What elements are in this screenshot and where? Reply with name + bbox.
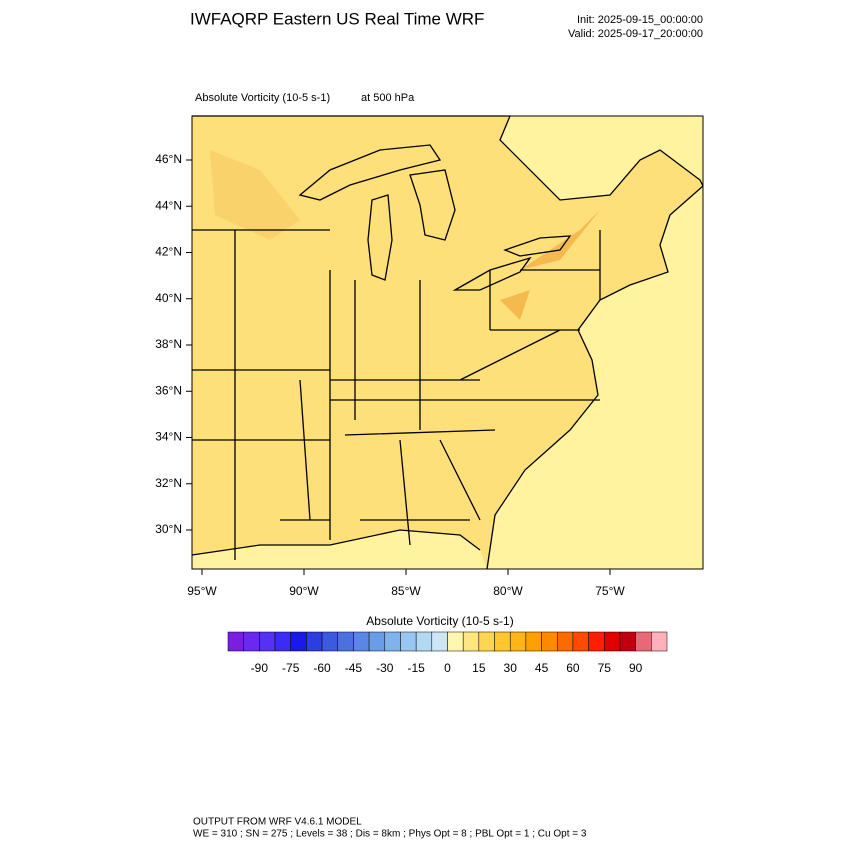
lat-label: 34°N	[155, 430, 182, 444]
shade	[210, 150, 300, 240]
colorbar-box	[431, 631, 448, 652]
lake-superior	[298, 144, 442, 201]
colorbar-tick-label: 75	[598, 661, 612, 675]
colorbar-box	[478, 631, 495, 652]
lon-label: 80°W	[493, 584, 523, 598]
colorbar-box	[368, 631, 386, 652]
colorbar-title: Absolute Vorticity (10-5 s-1)	[366, 614, 513, 628]
colorbar-box	[227, 631, 244, 652]
colorbar-box	[572, 631, 589, 652]
colorbar-tick-label: 30	[504, 661, 518, 675]
colorbar-box	[635, 631, 652, 652]
colorbar-box	[557, 631, 574, 652]
colorbar-tick-label: 90	[629, 661, 643, 675]
footer-line: OUTPUT FROM WRF V4.6.1 MODEL	[193, 817, 362, 828]
lat-label: 38°N	[155, 337, 182, 351]
map-frame	[191, 115, 704, 570]
map	[191, 115, 704, 570]
colorbar-box	[604, 631, 621, 652]
lat-label: 32°N	[155, 476, 182, 490]
colorbar-box	[541, 631, 558, 652]
lon-label: 90°W	[289, 584, 319, 598]
lake-michigan	[367, 194, 393, 281]
colorbar-box	[274, 631, 291, 652]
level-label: at 500 hPa	[361, 92, 415, 104]
colorbar-tick-label: -60	[313, 661, 331, 675]
footer-line: WE = 310 ; SN = 275 ; Levels = 38 ; Dis …	[193, 829, 587, 840]
colorbar-box	[462, 631, 480, 652]
lat-label: 46°N	[155, 152, 182, 166]
colorbar-box	[384, 631, 401, 652]
colorbar-box	[651, 631, 668, 652]
colorbar-box	[494, 631, 511, 652]
lon-label: 95°W	[187, 584, 217, 598]
colorbar-tick-label: 45	[535, 661, 549, 675]
colorbar-tick-label: -15	[407, 661, 425, 675]
colorbar-box	[619, 631, 636, 652]
lat-label: 42°N	[155, 245, 182, 259]
state-borders	[192, 229, 601, 560]
colorbar-tick-label: 0	[444, 661, 451, 675]
colorbar-tick-label: -90	[251, 661, 269, 675]
valid-time: Valid: 2025-09-17_20:00:00	[568, 28, 703, 40]
colorbar-box	[415, 631, 433, 652]
colorbar-box	[509, 631, 527, 652]
shade	[500, 210, 600, 320]
colorbar-tick-label: -45	[345, 661, 363, 675]
lake-erie	[452, 256, 532, 291]
lat-label: 30°N	[155, 522, 182, 536]
colorbar-box	[447, 631, 464, 652]
lake-ontario	[503, 235, 572, 257]
colorbar-tick-label: -75	[282, 661, 300, 675]
field-label: Absolute Vorticity (10-5 s-1)	[195, 92, 330, 104]
colorbar-box	[243, 631, 260, 652]
colorbar-tick-label: -30	[376, 661, 394, 675]
title: IWFAQRP Eastern US Real Time WRF	[190, 9, 484, 28]
lake-huron	[409, 169, 456, 241]
lon-label: 85°W	[391, 584, 421, 598]
colorbar-box	[525, 631, 542, 652]
lat-label: 40°N	[155, 291, 182, 305]
colorbar-box	[353, 631, 370, 652]
lon-label: 75°W	[595, 584, 625, 598]
land	[192, 116, 703, 569]
colorbar-box	[306, 631, 323, 652]
colorbar-box	[588, 631, 605, 652]
colorbar-box	[290, 631, 307, 652]
colorbar-box	[259, 631, 276, 652]
colorbar-box	[337, 631, 354, 652]
lat-label: 44°N	[155, 198, 182, 212]
init-time: Init: 2025-09-15_00:00:00	[577, 14, 703, 26]
lat-label: 36°N	[155, 383, 182, 397]
colorbar-box	[400, 631, 417, 652]
colorbar-tick-label: 15	[472, 661, 486, 675]
colorbar-box	[321, 631, 339, 652]
colorbar-tick-label: 60	[566, 661, 580, 675]
